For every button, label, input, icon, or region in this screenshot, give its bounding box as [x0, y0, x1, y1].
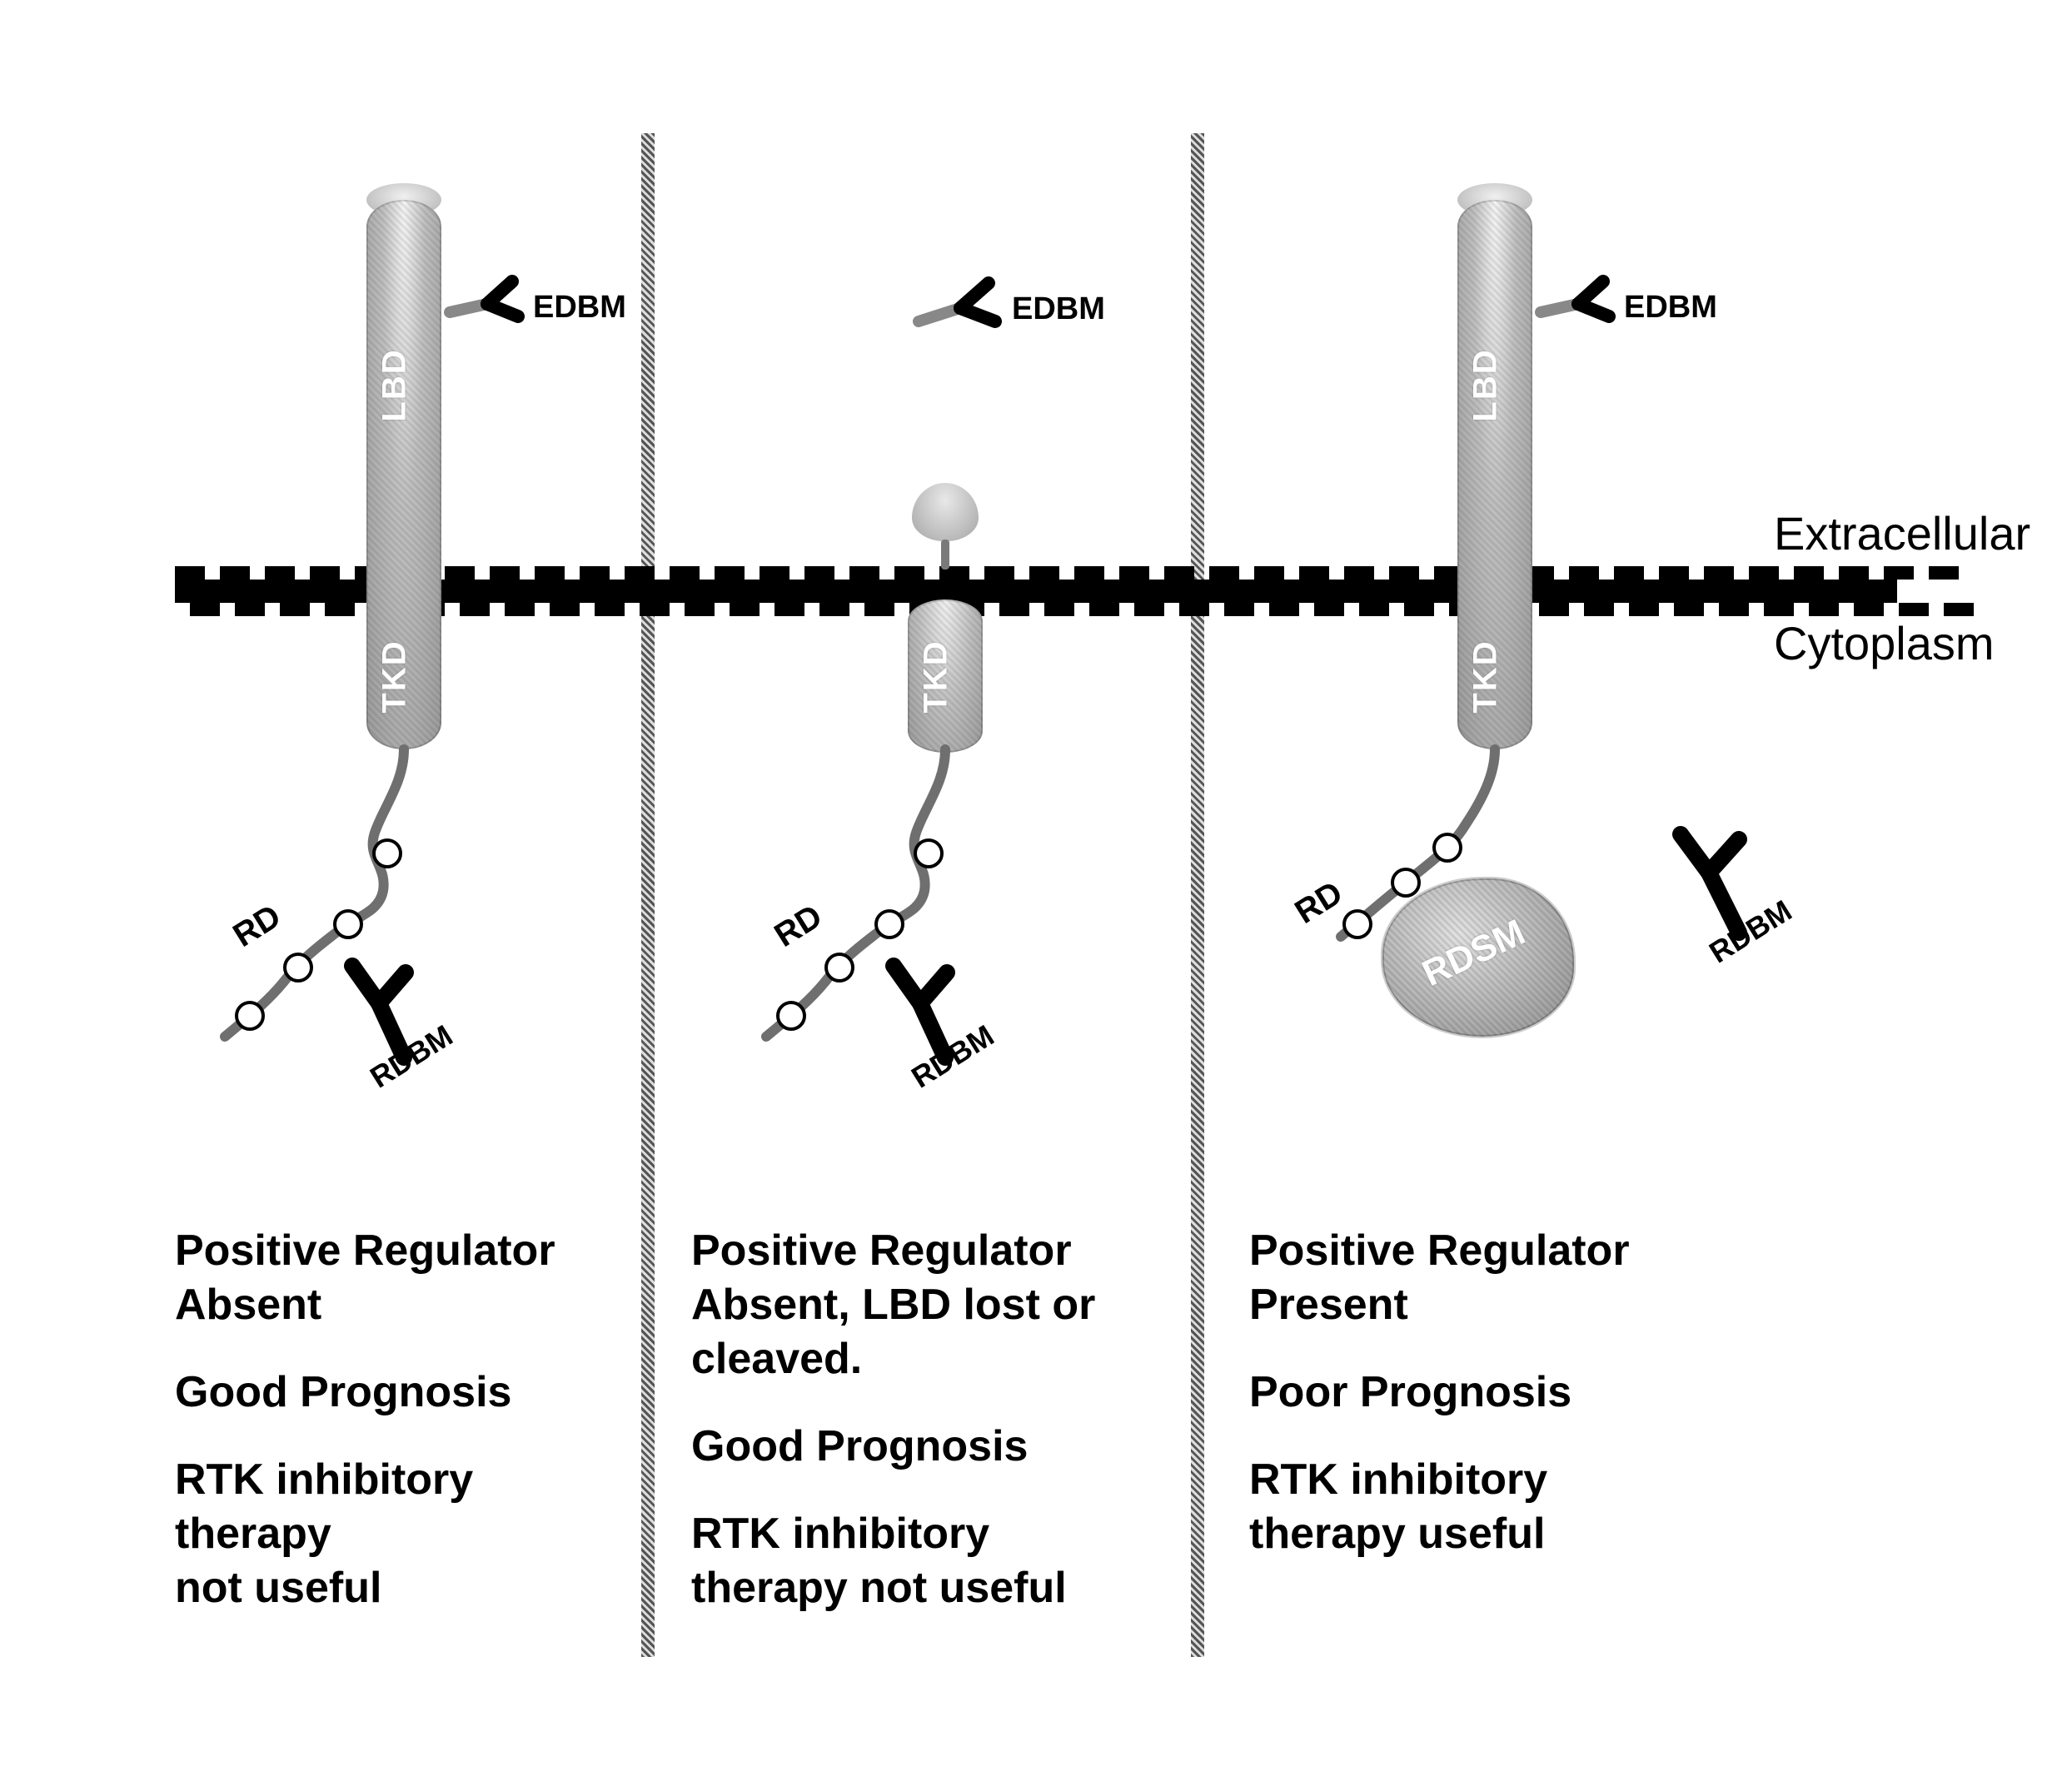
panel3-line4: [1249, 1420, 1716, 1453]
panel1-line0: Positive Regulator: [175, 1224, 625, 1278]
panel2-line5: [691, 1474, 1174, 1507]
panel1-line2: [175, 1332, 625, 1366]
panel2-stub-cap: [912, 483, 979, 541]
panel2-text: Positive Regulator Absent, LBD lost or c…: [691, 1224, 1174, 1615]
extracellular-label: Extracellular: [1774, 506, 2030, 560]
panel1-line1: Absent: [175, 1278, 625, 1332]
panel2-line3: [691, 1386, 1174, 1420]
cytoplasm-label: Cytoplasm: [1774, 616, 1995, 670]
panel2-line0: Positive Regulator: [691, 1224, 1174, 1278]
panel1-tkd-label: TKD: [376, 639, 414, 713]
panel1-line5: RTK inhibitory therapy: [175, 1453, 625, 1561]
panel3-line0: Positive Regulator: [1249, 1224, 1716, 1278]
panel2-edbm-y: [912, 266, 1029, 354]
panel3-line6: therapy useful: [1249, 1507, 1716, 1561]
panel3-text: Positive Regulator Present Poor Prognosi…: [1249, 1224, 1716, 1561]
panel1-lbd-label: LBD: [376, 348, 414, 421]
panel2-line4: Good Prognosis: [691, 1420, 1174, 1474]
panel3-tkd-label: TKD: [1467, 639, 1505, 713]
panel1-edbm-y: [441, 266, 541, 346]
panel1-line3: Good Prognosis: [175, 1366, 625, 1420]
panel1-text: Positive Regulator Absent Good Prognosis…: [175, 1224, 625, 1615]
panel-divider-1: [641, 133, 655, 1657]
panel1-line6: not useful: [175, 1561, 625, 1615]
panel2-line1: Absent, LBD lost or: [691, 1278, 1174, 1332]
panel3-edbm-y: [1532, 266, 1632, 346]
diagram-canvas: for(let i=0;i<40;i++)document.write('<di…: [0, 0, 2072, 1791]
panel1-line4: [175, 1420, 625, 1453]
panel2-edbm-label: EDBM: [1012, 291, 1105, 327]
panel3-line3: Poor Prognosis: [1249, 1366, 1716, 1420]
panel-divider-2: [1191, 133, 1204, 1657]
panel2-line7: therapy not useful: [691, 1561, 1174, 1615]
panel3-line5: RTK inhibitory: [1249, 1453, 1716, 1507]
panel3-edbm-label: EDBM: [1624, 290, 1717, 326]
panel2-line6: RTK inhibitory: [691, 1507, 1174, 1561]
panel2-tkd-label: TKD: [918, 639, 955, 713]
panel3-lbd-label: LBD: [1467, 348, 1505, 421]
panel3-line2: [1249, 1332, 1716, 1366]
panel2-line2: cleaved.: [691, 1332, 1174, 1386]
panel2-stub-neck: [941, 540, 949, 570]
panel3-line1: Present: [1249, 1278, 1716, 1332]
panel1-edbm-label: EDBM: [533, 290, 626, 326]
